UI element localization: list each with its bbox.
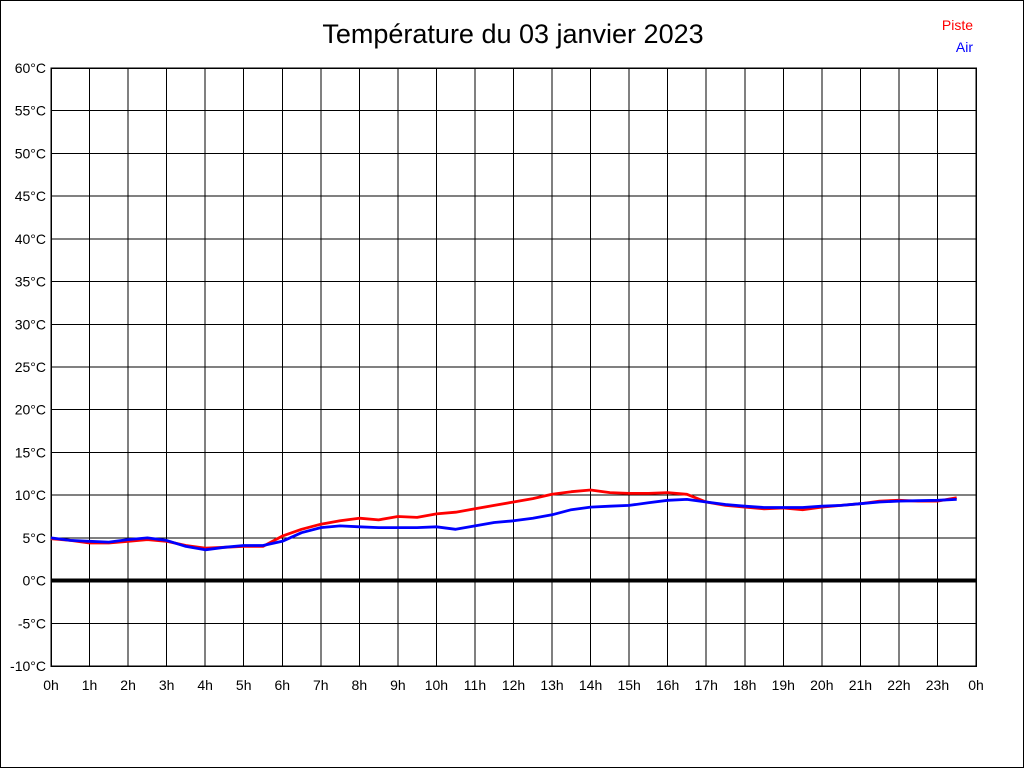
x-tick-label: 0h [43,677,59,693]
x-tick-label: 9h [390,677,406,693]
x-tick-label: 14h [579,677,602,693]
y-tick-label: 40°C [15,231,46,247]
x-tick-label: 19h [772,677,795,693]
x-tick-label: 6h [274,677,290,693]
x-tick-label: 5h [236,677,252,693]
y-tick-label: -10°C [10,658,46,674]
legend-item-piste: Piste [941,17,973,33]
chart-legend: Piste Air [942,14,973,58]
y-tick-label: 5°C [23,530,47,546]
x-tick-label: 11h [464,677,486,693]
x-tick-label: 3h [159,677,175,693]
y-tick-label: 45°C [15,188,46,204]
y-tick-label: 10°C [15,487,46,503]
y-tick-label: -5°C [18,615,46,631]
x-tick-label: 0h [968,677,984,693]
y-tick-label: 20°C [15,402,46,418]
y-tick-label: 30°C [15,316,46,332]
x-tick-label: 1h [82,677,98,693]
chart-title: Température du 03 janvier 2023 [322,19,704,49]
x-tick-label: 20h [810,677,833,693]
x-tick-label: 13h [540,677,563,693]
y-tick-label: 35°C [15,274,46,290]
x-tick-label: 8h [352,677,368,693]
x-tick-label: 22h [887,677,910,693]
x-tick-label: 23h [926,677,949,693]
x-tick-label: 2h [120,677,136,693]
piste-line [50,488,957,550]
air-line [50,497,957,552]
y-tick-label: 60°C [15,60,46,76]
y-tick-label: 50°C [15,145,46,161]
x-tick-label: 16h [656,677,679,693]
legend-item-air: Air [955,39,973,55]
y-tick-label: 15°C [15,444,46,460]
y-tick-label: 0°C [23,573,47,589]
y-tick-label: 55°C [15,103,46,119]
x-tick-label: 10h [425,677,448,693]
x-tick-label: 21h [849,677,872,693]
x-tick-label: 4h [197,677,213,693]
x-tick-label: 12h [502,677,525,693]
plot-border [50,67,977,667]
x-tick-label: 7h [313,677,329,693]
x-tick-label: 17h [695,677,718,693]
y-tick-label: 25°C [15,359,46,375]
x-tick-label: 15h [617,677,640,693]
x-tick-label: 18h [733,677,756,693]
